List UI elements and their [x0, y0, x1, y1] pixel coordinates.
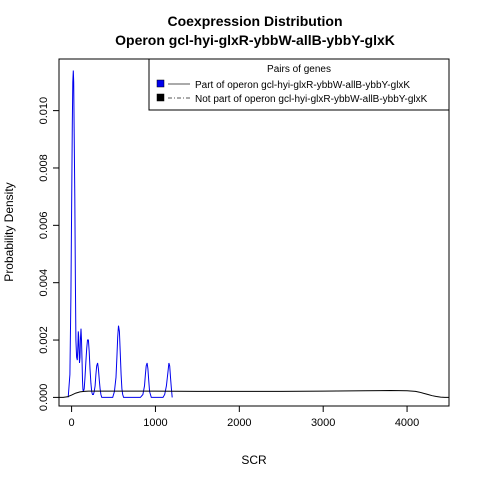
legend-swatch-part: [156, 79, 165, 88]
legend-label-part: Part of operon gcl-hyi-glxR-ybbW-allB-yb…: [195, 80, 410, 91]
y-tick-label: 0.008: [38, 154, 50, 182]
chart-subtitle: Operon gcl-hyi-glxR-ybbW-allB-ybbY-glxK: [115, 32, 395, 48]
y-tick-label: 0.010: [38, 97, 50, 125]
x-axis-label: SCR: [241, 453, 267, 467]
y-axis: 0.000 0.002 0.004 0.006 0.008 0.010: [38, 97, 59, 411]
y-tick-label: 0.006: [38, 212, 50, 240]
y-tick-label: 0.004: [38, 269, 50, 297]
y-tick-label: 0.002: [38, 326, 50, 354]
x-tick-label: 0: [69, 417, 75, 429]
y-tick-label: 0.000: [38, 384, 50, 412]
legend-swatch-not-part: [156, 93, 165, 102]
chart-title: Coexpression Distribution: [167, 13, 342, 29]
x-tick-label: 1000: [143, 417, 167, 429]
x-axis: 0 1000 2000 3000 4000: [69, 406, 419, 429]
legend-title: Pairs of genes: [267, 64, 331, 75]
y-axis-label: Probability Density: [2, 182, 16, 281]
legend: Pairs of genes Part of operon gcl-hyi-gl…: [148, 58, 450, 111]
not-part-of-operon-density-line: [59, 389, 449, 398]
legend-box: [148, 58, 450, 111]
x-tick-label: 3000: [311, 417, 335, 429]
x-tick-label: 2000: [227, 417, 251, 429]
plot-lines: [59, 70, 449, 398]
legend-label-not-part: Not part of operon gcl-hyi-glxR-ybbW-all…: [195, 94, 428, 105]
x-tick-label: 4000: [395, 417, 419, 429]
part-of-operon-density-line: [67, 70, 173, 398]
